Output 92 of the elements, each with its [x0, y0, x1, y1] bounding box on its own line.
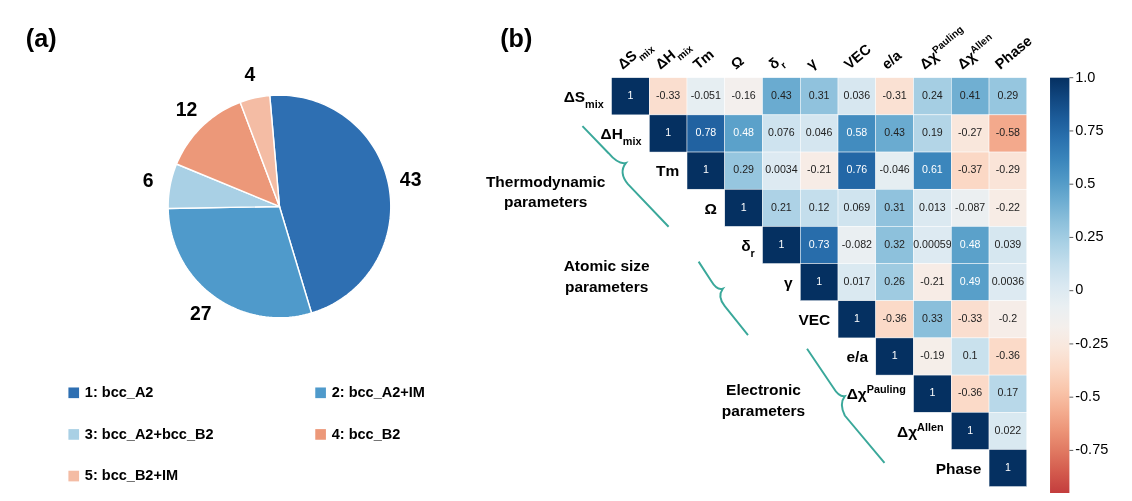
data-label: 6 — [142, 168, 154, 191]
data-label: 0.43 — [884, 126, 906, 139]
data-label: 0.31 — [884, 200, 906, 213]
data-label: 4 — [244, 63, 256, 86]
data-label: -0.046 — [879, 163, 910, 176]
color-bar-label: 0.5 — [1075, 175, 1096, 192]
color-bar-label: -0.25 — [1075, 334, 1109, 351]
data-label: 27 — [189, 301, 212, 324]
data-label: -0.31 — [882, 89, 907, 102]
data-label: 0.32 — [884, 237, 906, 250]
x-tick-label: Ω — [727, 52, 748, 73]
data-label: -0.37 — [958, 163, 983, 176]
data-label: 0.76 — [846, 163, 868, 176]
data-label: 1 — [929, 386, 936, 399]
data-label: -0.2 — [998, 312, 1018, 325]
data-label: 0.12 — [808, 200, 830, 213]
data-label: 0.29 — [997, 89, 1019, 102]
annotation: Electronic parameters — [721, 381, 806, 419]
data-label: 0.58 — [846, 126, 868, 139]
data-label: -0.29 — [995, 163, 1021, 176]
data-label: -0.27 — [958, 126, 983, 139]
data-label: 0.022 — [994, 423, 1022, 436]
data-label: -0.051 — [690, 89, 722, 102]
data-label: -0.33 — [656, 89, 681, 102]
data-label: -0.082 — [841, 237, 873, 250]
data-label: 0.039 — [994, 237, 1022, 250]
data-label: 0.61 — [922, 163, 943, 176]
data-label: 0.48 — [733, 126, 755, 139]
data-label: -0.22 — [995, 200, 1021, 213]
data-label: 0.41 — [959, 89, 981, 102]
data-label: 0.78 — [695, 126, 717, 139]
data-label: 0.0036 — [991, 274, 1025, 287]
data-label: 0.036 — [843, 89, 871, 102]
legend-label: 1: bcc_A2 — [84, 384, 154, 401]
data-label: 0.21 — [771, 200, 792, 213]
data-label: 1 — [665, 126, 672, 139]
data-label: 0.0034 — [765, 163, 798, 176]
data-label: 0.013 — [919, 200, 946, 213]
data-label: 0.33 — [922, 312, 943, 325]
data-label: 0.49 — [959, 274, 981, 287]
data-label: 1 — [740, 200, 747, 213]
data-label: -0.58 — [995, 126, 1021, 139]
data-label: -0.36 — [995, 349, 1021, 362]
legend-label: 2: bcc_A2+IM — [331, 384, 425, 401]
data-label: 1 — [627, 89, 634, 102]
data-label: -0.21 — [920, 274, 945, 287]
data-label: 43 — [399, 168, 422, 191]
data-label: 0.29 — [733, 163, 755, 176]
text: Thermodynamic parameters — [485, 173, 606, 211]
data-label: 1 — [702, 163, 709, 176]
data-label: 0.069 — [843, 200, 871, 213]
data-label: 0.26 — [884, 274, 906, 287]
chart-title: (b) — [500, 23, 533, 52]
data-label: 0.19 — [922, 126, 943, 139]
data-label: 1 — [853, 312, 860, 325]
legend-label: 3: bcc_A2+bcc_B2 — [84, 425, 214, 442]
color-bar-label: -0.5 — [1075, 387, 1101, 404]
data-label: -0.36 — [882, 312, 907, 325]
x-tick-label: e/a — [878, 46, 906, 73]
data-label: 0.00059 — [913, 237, 952, 250]
data-label: 0.046 — [805, 126, 833, 139]
data-label: 1 — [891, 349, 898, 362]
data-label: 1 — [1004, 460, 1011, 473]
chart-title: (a) — [25, 23, 57, 52]
color-bar-label: 0.25 — [1075, 228, 1104, 245]
data-label: 0.43 — [771, 89, 792, 102]
data-label: 0.73 — [808, 237, 830, 250]
data-label: 1 — [816, 274, 823, 287]
data-label: 0.24 — [922, 89, 943, 102]
data-label: 1 — [778, 237, 785, 250]
data-label: 0.1 — [962, 349, 978, 362]
data-label: 0.17 — [997, 386, 1019, 399]
data-label: 0.48 — [959, 237, 981, 250]
color-bar-label: 0 — [1075, 281, 1084, 298]
data-label: -0.19 — [920, 349, 945, 362]
data-label: 12 — [175, 97, 198, 120]
data-label: 0.017 — [843, 274, 871, 287]
data-label: 0.31 — [808, 89, 830, 102]
annotation: Atomic size parameters — [563, 257, 651, 295]
data-label: -0.33 — [958, 312, 983, 325]
data-label: -0.16 — [731, 89, 756, 102]
data-label: -0.36 — [958, 386, 983, 399]
color-bar-label: 0.75 — [1075, 121, 1104, 138]
data-label: 1 — [967, 423, 974, 436]
legend-label: 5: bcc_B2+IM — [84, 467, 179, 484]
x-tick-label: γ — [803, 54, 821, 73]
legend-label: 4: bcc_B2 — [331, 425, 401, 442]
color-bar-label: -0.75 — [1075, 441, 1109, 458]
color-bar-label: 1.0 — [1075, 68, 1096, 85]
data-label: 0.076 — [768, 126, 795, 139]
data-label: -0.087 — [955, 200, 986, 213]
data-label: -0.21 — [807, 163, 832, 176]
